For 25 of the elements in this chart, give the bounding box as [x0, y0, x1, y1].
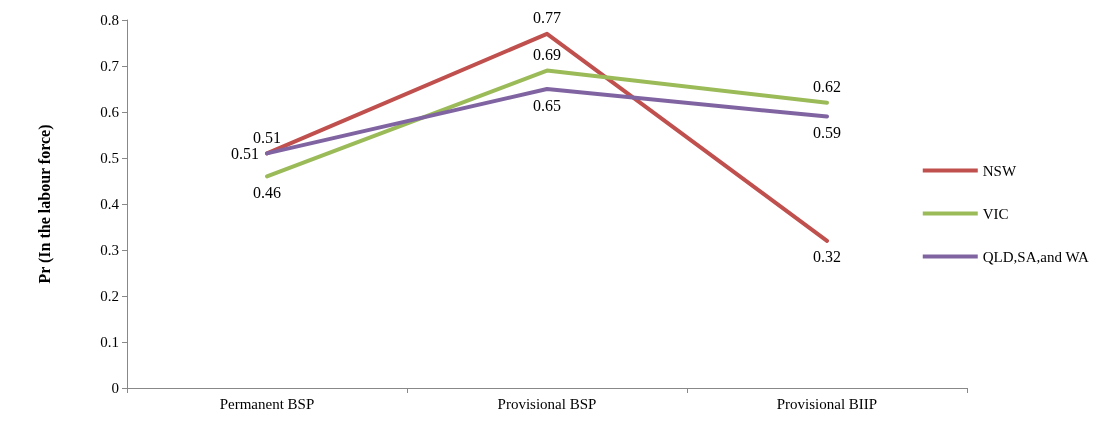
y-tick-label: 0.2	[100, 288, 119, 304]
data-label: 0.77	[533, 9, 561, 27]
y-tick-label: 0	[111, 380, 119, 396]
data-label: 0.32	[813, 248, 841, 266]
y-tick-label: 0.8	[100, 12, 119, 28]
y-tick-label: 0.7	[100, 58, 120, 74]
data-label: 0.46	[253, 183, 281, 201]
y-tick-label: 0.1	[100, 334, 119, 350]
data-label: 0.51	[253, 128, 281, 146]
x-tick-label: Permanent BSP	[219, 395, 315, 412]
legend-label: QLD,SA,and WA	[982, 248, 1089, 265]
data-label: 0.59	[813, 124, 841, 142]
x-tick-label: Provisional BSP	[497, 395, 597, 412]
y-tick-label: 0.3	[100, 242, 119, 258]
y-tick-label: 0.6	[100, 104, 120, 120]
legend-label: NSW	[982, 162, 1017, 179]
y-tick-label: 0.5	[100, 150, 119, 166]
data-label: 0.65	[533, 96, 561, 114]
x-tick-label: Provisional BIIP	[776, 395, 878, 412]
y-axis-title: Pr (In the labour force)	[35, 124, 54, 284]
data-label: 0.62	[813, 78, 841, 96]
data-label: 0.51	[231, 144, 259, 162]
data-label: 0.69	[533, 46, 561, 64]
legend-label: VIC	[982, 205, 1009, 222]
y-tick-label: 0.4	[100, 196, 120, 212]
